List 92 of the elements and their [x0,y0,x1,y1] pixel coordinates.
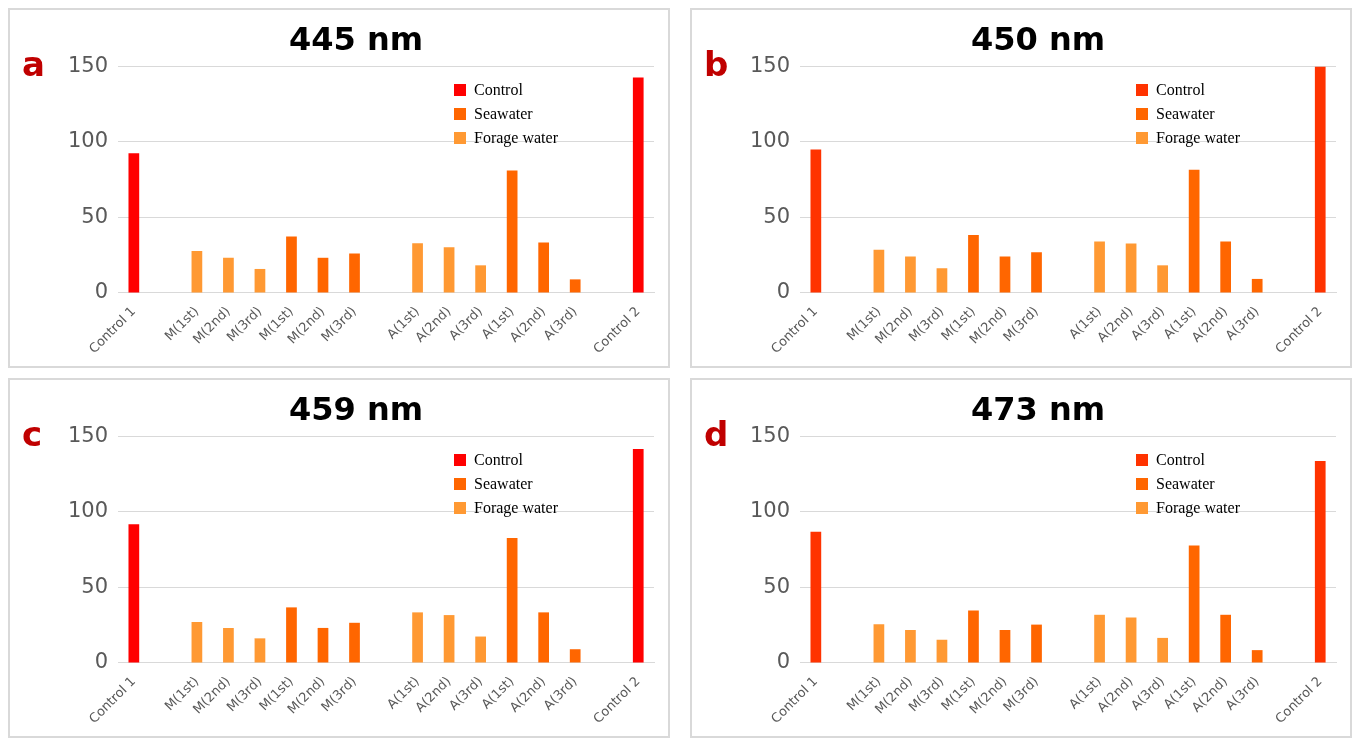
bar [538,242,550,293]
bar [1314,66,1326,293]
bar [936,268,948,293]
bar [412,243,423,293]
chart-title: 445 nm [288,19,424,58]
bar [1220,614,1232,663]
y-tick-label: 100 [67,498,109,523]
text: d [704,414,729,455]
bar [1251,650,1263,663]
bar [999,256,1011,293]
bar [128,524,140,663]
y-tick-label: 150 [67,422,109,447]
bar [1188,545,1200,663]
y-tick-label: 0 [776,649,791,674]
legend-label: Seawater [474,474,533,495]
y-tick-label: 0 [94,279,109,304]
text: a [22,44,45,85]
bar [475,636,486,663]
bar [349,253,360,293]
legend-label: Forage water [474,498,558,519]
y-tick-label: 100 [749,498,791,523]
bar [905,256,916,293]
bar [1031,624,1042,663]
bar [223,627,234,663]
bar [1220,241,1232,293]
chart-title: 459 nm [288,389,424,428]
bar [1031,252,1042,293]
y-tick-label: 150 [749,52,791,77]
legend-label: Control [474,80,523,101]
bar [538,612,550,663]
y-tick-label: 150 [67,52,109,77]
bar [191,621,203,663]
bar [317,627,329,663]
text: b [704,44,729,85]
text: c [22,414,43,455]
bar [632,77,644,293]
y-tick-label: 50 [763,203,791,228]
y-tick-label: 50 [81,573,109,598]
bar [223,257,234,293]
bar [506,538,518,663]
bar [1094,614,1105,663]
bar [999,629,1011,663]
bar [443,615,455,663]
legend-label: Forage water [1156,498,1240,519]
bar [1188,169,1200,293]
bar [905,629,916,663]
bar [1157,637,1168,663]
bar [569,649,581,663]
bar [1125,617,1137,663]
y-tick-label: 0 [776,279,791,304]
bar [632,449,644,663]
bar [475,265,486,293]
y-tick-label: 0 [94,649,109,674]
bar [873,624,885,663]
legend-label: Seawater [474,104,533,125]
bar [443,247,455,293]
bar [286,607,297,663]
y-tick-label: 50 [763,573,791,598]
bar [254,638,266,663]
bar [1094,241,1105,293]
bar [1157,265,1168,293]
bar [349,622,360,663]
legend-label: Seawater [1156,104,1215,125]
chart-title: 450 nm [970,19,1106,58]
bar [1125,243,1137,293]
bar [506,170,518,293]
bar [317,257,329,293]
chart-title: 473 nm [970,389,1106,428]
bar [191,250,203,293]
y-tick-label: 100 [67,128,109,153]
bar [936,639,948,663]
bar [254,268,266,293]
legend-label: Control [1156,80,1205,101]
bar [810,531,822,663]
bar [810,149,822,293]
legend-label: Control [474,450,523,471]
bar [286,236,297,293]
legend-label: Forage water [474,128,558,149]
bar [1251,278,1263,293]
bar [968,234,979,293]
bar [412,612,423,663]
bar [968,610,979,663]
bar [569,279,581,293]
y-tick-label: 150 [749,422,791,447]
legend-label: Control [1156,450,1205,471]
y-tick-label: 100 [749,128,791,153]
bar [873,249,885,293]
y-tick-label: 50 [81,203,109,228]
legend-label: Seawater [1156,474,1215,495]
bar [1314,461,1326,663]
bar [128,153,140,293]
legend-label: Forage water [1156,128,1240,149]
